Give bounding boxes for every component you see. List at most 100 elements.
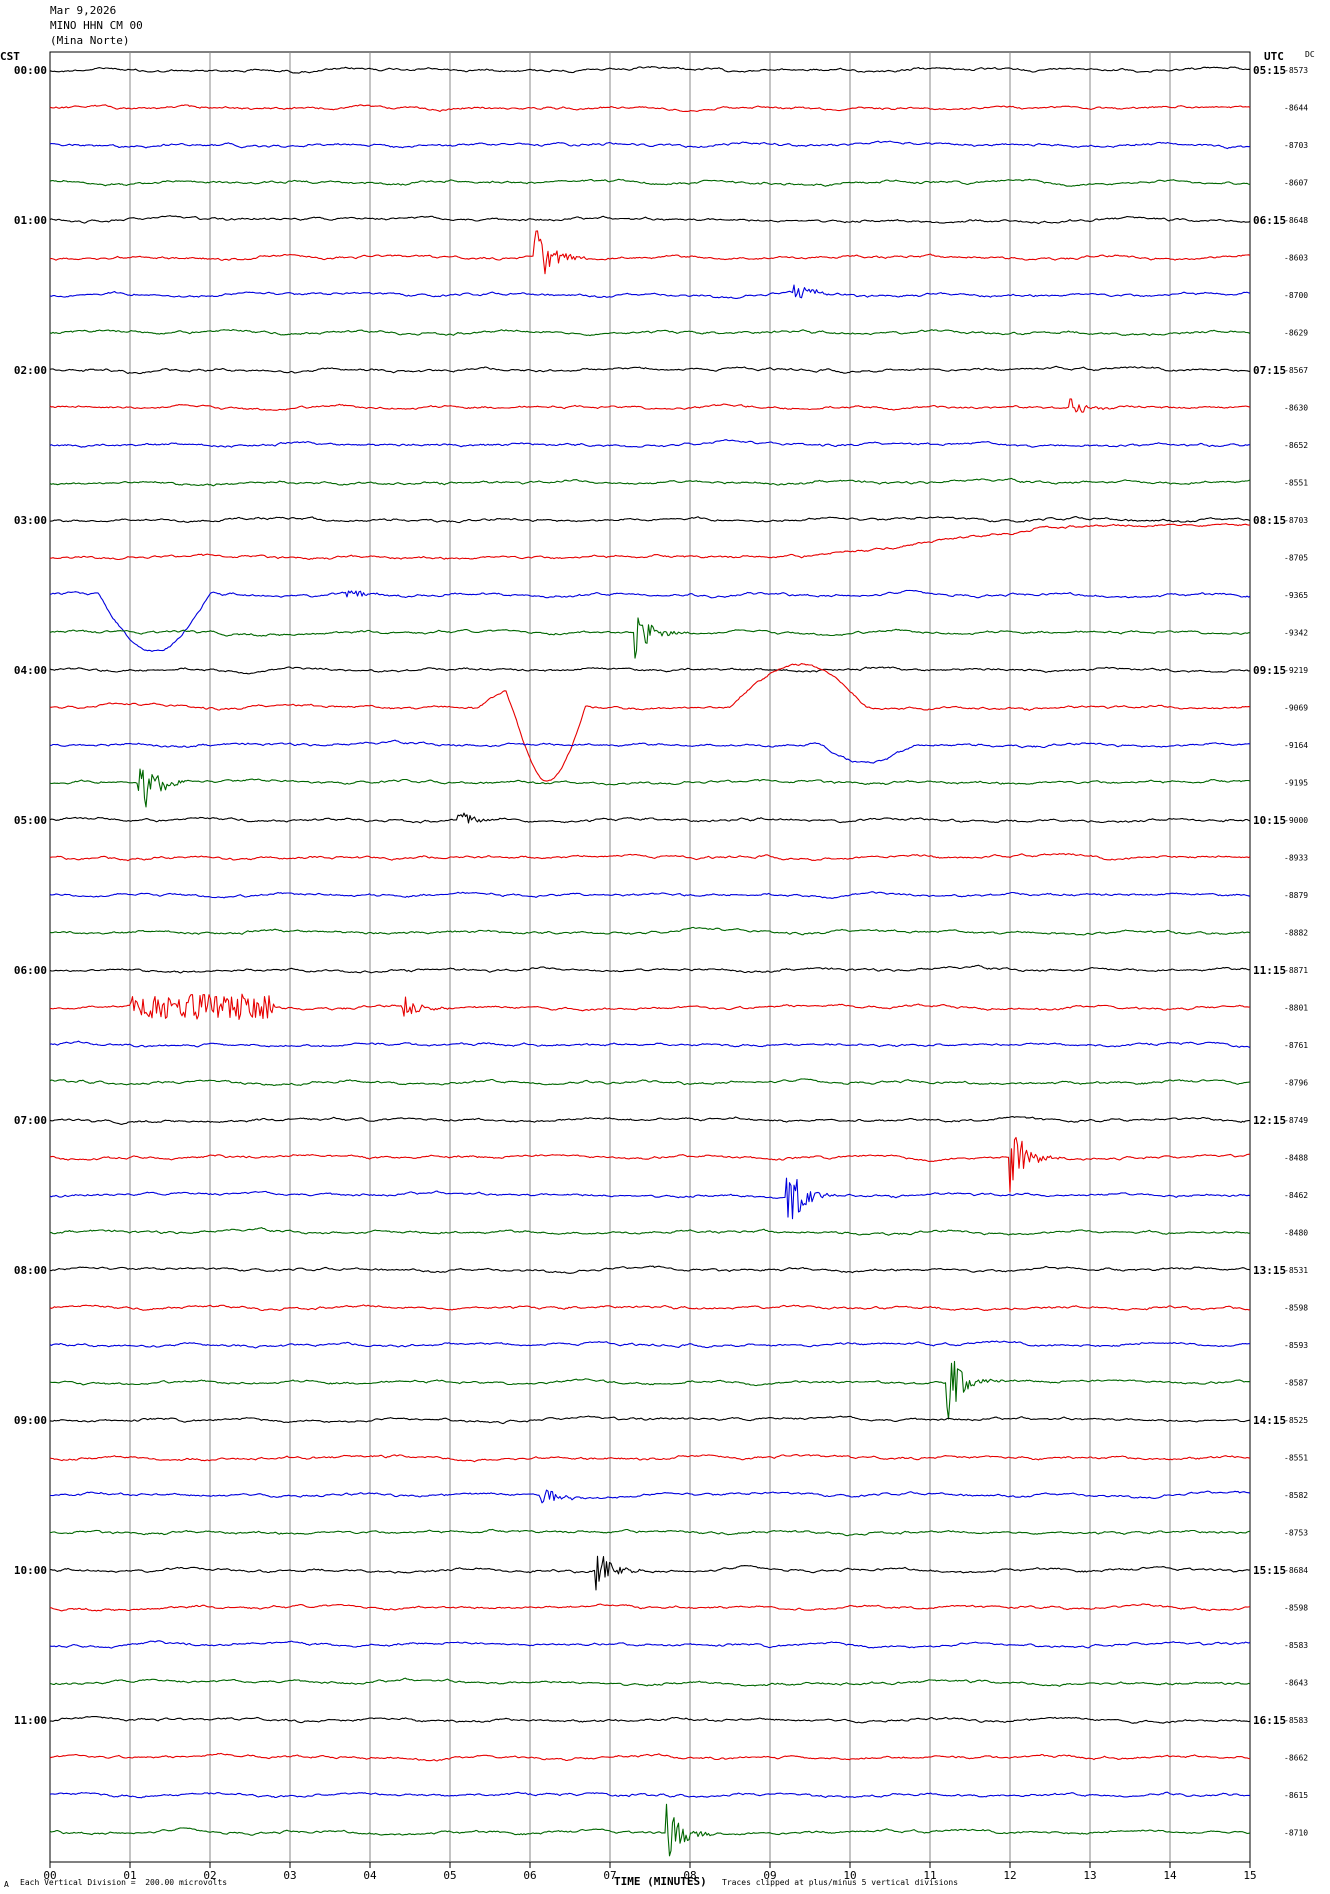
trace-line [49,1078,1251,1086]
footer-mark: A [4,1880,9,1889]
left-time-label: 07:00 [14,1114,47,1127]
trace-line [49,1136,1251,1193]
trace-line [49,589,1251,652]
dc-value-label: -8462 [1284,1191,1308,1200]
trace-line [49,1640,1251,1649]
right-time-label: 10:15 [1253,814,1286,827]
left-timezone-label: CST [0,50,20,63]
dc-value-label: -8871 [1284,966,1308,975]
trace-line [49,1454,1251,1463]
dc-value-label: -8801 [1284,1004,1308,1013]
header-station: MINO HHN CM 00 [50,19,143,32]
trace-line [49,1265,1251,1274]
x-tick-label: 05 [443,1869,456,1882]
dc-value-label: -8551 [1284,479,1308,488]
left-time-label: 06:00 [14,964,47,977]
header-site: (Mina Norte) [50,34,130,47]
left-time-label: 00:00 [14,64,47,77]
trace-line [49,853,1251,862]
trace-line [49,104,1251,113]
dc-value-label: -8933 [1284,854,1308,863]
left-time-label: 10:00 [14,1564,47,1577]
trace-line [49,617,1251,659]
trace-line [49,1555,1251,1591]
right-time-label: 08:15 [1253,514,1286,527]
dc-value-label: -9342 [1284,629,1308,638]
trace-line [49,1116,1251,1125]
dc-value-label: -8629 [1284,329,1308,338]
right-time-label: 09:15 [1253,664,1286,677]
dc-value-label: -8598 [1284,1304,1308,1313]
dc-value-label: -8753 [1284,1529,1308,1538]
left-time-label: 08:00 [14,1264,47,1277]
trace-line [49,964,1251,974]
trace-line [49,329,1251,337]
trace-line [49,1791,1251,1799]
dc-header-label: DC [1305,50,1315,59]
x-tick-label: 12 [1003,1869,1016,1882]
dc-value-label: -9365 [1284,591,1308,600]
trace-line [49,398,1251,413]
trace-line [49,284,1251,299]
trace-line [49,993,1251,1020]
trace-line [49,926,1251,936]
dc-value-label: -9195 [1284,779,1308,788]
plot-frame [49,51,1251,1863]
dc-value-label: -8525 [1284,1416,1308,1425]
x-tick-label: 01 [123,1869,136,1882]
x-tick-label: 02 [203,1869,216,1882]
trace-line [49,523,1250,561]
dc-value-label: -8749 [1284,1116,1308,1125]
trace-line [49,1415,1251,1425]
x-tick-label: 14 [1163,1869,1177,1882]
dc-value-label: -8705 [1284,554,1308,563]
left-time-label: 11:00 [14,1714,47,1727]
trace-line [49,1528,1251,1537]
x-tick-label: 15 [1243,1869,1256,1882]
dc-value-label: -8583 [1284,1641,1308,1650]
dc-value-label: -8652 [1284,441,1308,450]
trace-line [49,365,1251,375]
dc-value-label: -8882 [1284,929,1308,938]
trace-line [49,768,1251,808]
dc-value-label: -8630 [1284,404,1308,413]
trace-line [49,1040,1251,1049]
trace-line [49,477,1251,487]
right-time-label: 07:15 [1253,364,1286,377]
dc-value-label: -8662 [1284,1754,1308,1763]
dc-value-label: -8567 [1284,366,1308,375]
dc-value-label: -8531 [1284,1266,1308,1275]
dc-value-label: -9164 [1284,741,1308,750]
dc-value-label: -9000 [1284,816,1308,825]
x-tick-label: 08 [683,1869,696,1882]
x-tick-label: 07 [603,1869,616,1882]
left-time-label: 02:00 [14,364,47,377]
dc-value-label: -8582 [1284,1491,1308,1500]
trace-line [49,1360,1251,1420]
right-time-label: 11:15 [1253,964,1286,977]
x-tick-label: 00 [43,1869,56,1882]
dc-value-label: -8573 [1284,66,1308,75]
trace-line [49,178,1251,187]
left-time-label: 09:00 [14,1414,47,1427]
dc-value-label: -8710 [1284,1829,1308,1838]
trace-line [49,140,1251,150]
dc-value-label: -8607 [1284,179,1308,188]
dc-value-label: -8644 [1284,104,1308,113]
x-tick-label: 06 [523,1869,536,1882]
dc-value-label: -8551 [1284,1454,1308,1463]
x-tick-label: 03 [283,1869,296,1882]
right-time-label: 12:15 [1253,1114,1286,1127]
trace-line [49,1304,1250,1312]
dc-value-label: -8598 [1284,1604,1308,1613]
x-tick-label: 10 [843,1869,856,1882]
trace-line [49,1227,1251,1236]
right-time-label: 13:15 [1253,1264,1286,1277]
dc-value-label: -8603 [1284,254,1308,263]
right-timezone-label: UTC [1264,50,1284,63]
dc-value-label: -8593 [1284,1341,1308,1350]
left-time-label: 04:00 [14,664,47,677]
dc-value-label: -9069 [1284,704,1308,713]
dc-value-label: -8684 [1284,1566,1308,1575]
trace-line [49,1603,1251,1612]
